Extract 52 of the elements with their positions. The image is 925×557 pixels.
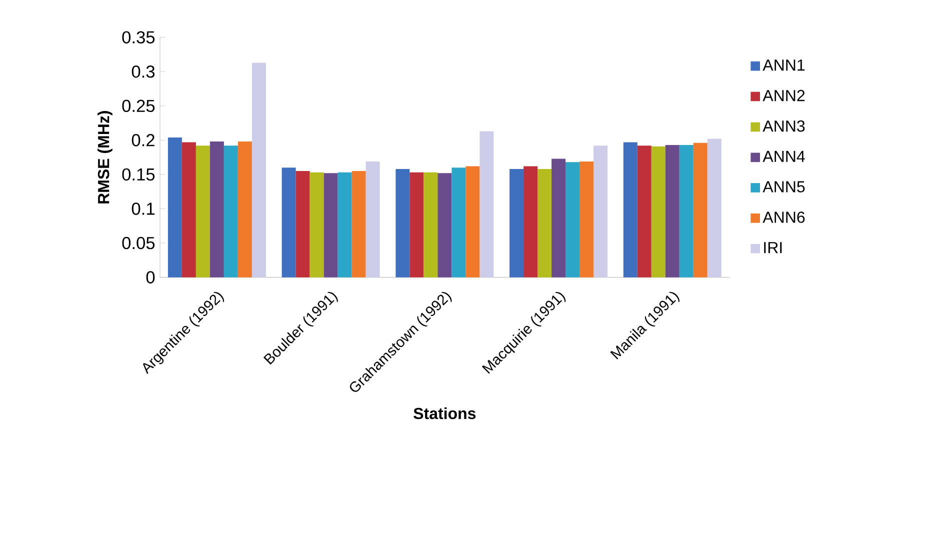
bar [210,142,224,278]
y-tick-label: 0.35 [122,31,155,44]
legend-label: ANN2 [762,90,805,102]
bar [623,142,638,278]
legend-label: IRI [764,242,782,254]
bar [693,142,708,278]
bar [510,168,524,278]
y-tick-label: 0.05 [122,236,155,250]
y-tick-label: 0.15 [122,168,155,181]
legend-label: ANN6 [762,212,805,223]
bar [366,161,380,278]
bar [424,172,438,278]
bar [224,146,238,278]
bar [480,131,494,278]
legend-label: ANN1 [762,60,805,71]
bar [637,146,652,278]
y-tick-label: 0 [146,271,155,284]
bar [410,172,424,278]
bar [594,146,608,278]
legend-label: ANN5 [762,181,805,192]
bar [566,162,580,278]
bar [524,166,538,278]
y-tick-label: 0.25 [122,100,155,112]
x-axis-title: Stations [414,407,476,420]
bar [352,171,366,278]
bar [452,168,466,278]
y-axis-title: RMSE (MHz) [98,111,112,204]
bar [282,168,296,278]
bar [296,171,310,278]
bar [324,173,338,278]
bar [182,142,196,278]
bar [466,166,480,278]
bar [238,142,252,278]
y-tick-label: 0.2 [132,134,154,146]
bar [438,173,452,278]
bar [552,158,566,278]
bar [665,144,680,278]
bar [707,138,722,278]
bar [538,168,552,278]
legend-label: ANN4 [762,150,805,162]
bar [196,146,210,278]
bar [396,168,410,278]
bar [651,146,666,278]
y-tick-label: 0.1 [132,202,154,215]
bar [338,172,352,278]
bar [580,161,594,278]
bar [252,62,266,278]
bar [679,144,694,278]
y-tick-label: 0.3 [132,65,155,78]
bar [310,172,324,278]
legend-label: ANN3 [762,120,805,132]
bar [168,137,182,278]
